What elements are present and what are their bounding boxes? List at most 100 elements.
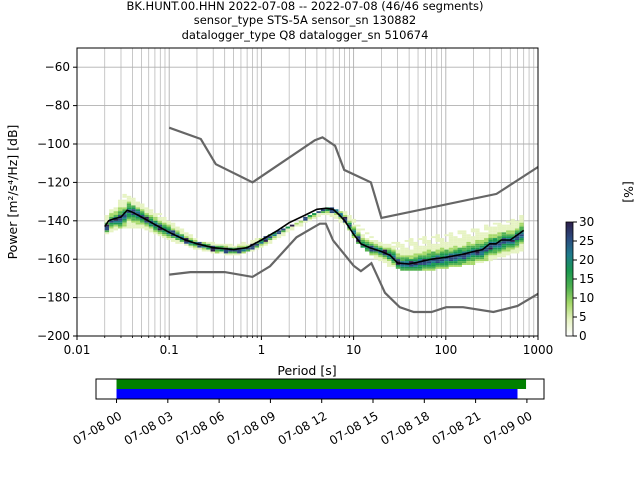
x-axis-label: Period [s] bbox=[277, 363, 336, 378]
histogram-cell bbox=[148, 226, 154, 229]
histogram-cell bbox=[400, 253, 405, 256]
histogram-cell bbox=[347, 224, 352, 227]
histogram-cell bbox=[285, 226, 290, 229]
histogram-cell bbox=[479, 257, 485, 260]
histogram-cell bbox=[148, 215, 154, 217]
histogram-cell bbox=[435, 266, 440, 269]
histogram-cell bbox=[223, 243, 229, 246]
noise-models bbox=[168, 126, 539, 314]
histogram-cell bbox=[510, 232, 515, 235]
histogram-cell bbox=[492, 253, 498, 256]
histogram-cell bbox=[439, 259, 445, 262]
histogram-cell bbox=[140, 224, 145, 227]
histogram-cell bbox=[488, 247, 493, 250]
histogram-cell bbox=[307, 218, 313, 221]
histogram-cell bbox=[413, 251, 418, 254]
timeline-bar bbox=[116, 389, 518, 399]
histogram-cell bbox=[417, 263, 423, 265]
timeline-tick-label: 07-08 12 bbox=[276, 409, 330, 448]
histogram-cell bbox=[144, 215, 149, 217]
histogram-cell bbox=[484, 253, 489, 256]
histogram-cell bbox=[457, 249, 462, 252]
histogram-cell bbox=[219, 245, 224, 248]
histogram-cell bbox=[378, 243, 383, 246]
histogram-cell bbox=[444, 255, 449, 258]
histogram-cell bbox=[334, 216, 339, 219]
histogram-cell bbox=[435, 264, 440, 267]
histogram-cell bbox=[259, 243, 264, 246]
timeline-tick-label: 07-08 00 bbox=[70, 409, 124, 448]
histogram-cell bbox=[409, 264, 414, 267]
histogram-cell bbox=[320, 211, 326, 214]
histogram-cell bbox=[470, 236, 476, 239]
histogram-cell bbox=[210, 241, 216, 244]
histogram-cell bbox=[175, 226, 180, 229]
histogram-cell bbox=[351, 226, 357, 229]
histogram-cell bbox=[347, 215, 352, 217]
histogram-cell bbox=[514, 240, 520, 242]
histogram-cell bbox=[219, 249, 224, 252]
histogram-cell bbox=[510, 249, 515, 252]
histogram-cell bbox=[448, 245, 454, 248]
histogram-cell bbox=[122, 205, 127, 208]
histogram-cell bbox=[448, 263, 454, 265]
histogram-cell bbox=[250, 241, 255, 244]
histogram-cell bbox=[378, 253, 383, 256]
histogram-cell bbox=[117, 211, 123, 214]
histogram-cell bbox=[439, 247, 445, 250]
histogram-cell bbox=[470, 257, 476, 260]
histogram-cell bbox=[404, 257, 410, 260]
histogram-cell bbox=[453, 245, 458, 248]
histogram-cell bbox=[457, 251, 462, 254]
histogram-cell bbox=[153, 213, 158, 216]
colorbar-ticks: 0 5 10 15 20 25 30 bbox=[573, 215, 594, 343]
histogram-cell bbox=[347, 218, 352, 221]
histogram-cell bbox=[109, 220, 114, 223]
histogram-cell bbox=[395, 249, 401, 252]
histogram-cell bbox=[431, 264, 436, 267]
histogram-cell bbox=[439, 249, 445, 252]
histogram-cell bbox=[281, 230, 286, 233]
histogram-cell bbox=[488, 240, 493, 242]
histogram-cell bbox=[369, 236, 374, 239]
histogram-cell bbox=[492, 255, 498, 258]
histogram-cell bbox=[351, 228, 357, 231]
histogram-cell bbox=[131, 213, 136, 216]
histogram-cell bbox=[109, 228, 114, 231]
histogram-cell bbox=[312, 216, 317, 219]
histogram-cell bbox=[461, 241, 467, 244]
histogram-cell bbox=[109, 230, 114, 233]
histogram-cell bbox=[162, 222, 167, 225]
histogram-cell bbox=[484, 232, 489, 235]
histogram-cell bbox=[148, 211, 154, 214]
histogram-cell bbox=[426, 257, 432, 260]
histogram-cell bbox=[192, 245, 198, 248]
histogram-cell bbox=[395, 243, 401, 246]
histogram-cell bbox=[510, 240, 515, 242]
histogram-cell bbox=[140, 203, 145, 206]
histogram-cell bbox=[122, 218, 127, 221]
histogram-cell bbox=[514, 245, 520, 248]
histogram-cell bbox=[351, 236, 357, 239]
histogram-cell bbox=[153, 232, 158, 235]
histogram-cell bbox=[131, 226, 136, 229]
timeline-bar bbox=[116, 379, 527, 389]
histogram-cell bbox=[109, 222, 114, 225]
histogram-cell bbox=[338, 216, 343, 219]
histogram-cell bbox=[519, 249, 524, 252]
histogram-cell bbox=[281, 232, 286, 235]
histogram-cell bbox=[479, 247, 485, 250]
histogram-cell bbox=[422, 238, 427, 240]
histogram-cell bbox=[387, 243, 392, 246]
histogram-cell bbox=[148, 213, 154, 216]
histogram-cell bbox=[135, 220, 141, 223]
histogram-cell bbox=[267, 238, 273, 240]
histogram-cell bbox=[475, 247, 480, 250]
histogram-cell bbox=[409, 241, 414, 244]
histogram-cell bbox=[461, 234, 467, 237]
histogram-cell bbox=[126, 215, 132, 217]
histogram-cell bbox=[259, 245, 264, 248]
histogram-cell bbox=[135, 203, 141, 206]
histogram-cell bbox=[285, 228, 290, 231]
histogram-cell bbox=[413, 268, 418, 271]
